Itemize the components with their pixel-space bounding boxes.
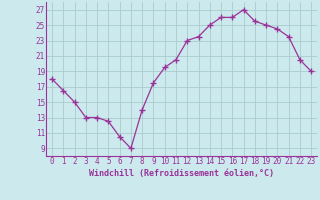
- X-axis label: Windchill (Refroidissement éolien,°C): Windchill (Refroidissement éolien,°C): [89, 169, 274, 178]
